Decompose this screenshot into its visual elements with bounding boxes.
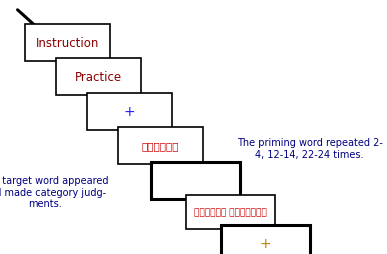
FancyBboxPatch shape [186, 195, 275, 229]
FancyBboxPatch shape [56, 59, 141, 96]
FancyBboxPatch shape [118, 128, 203, 165]
Text: Practice: Practice [75, 71, 122, 84]
FancyBboxPatch shape [25, 25, 110, 61]
Text: +: + [259, 236, 271, 249]
Text: Instruction: Instruction [36, 37, 99, 50]
Text: བེཅ་ཅན: བེཅ་ཅན [142, 141, 179, 151]
FancyBboxPatch shape [87, 93, 172, 130]
Text: The target word appeared
and made category judg-
ments.: The target word appeared and made catego… [0, 175, 108, 208]
FancyBboxPatch shape [151, 162, 240, 199]
Text: བེཅ་ཅན འདུག་ཅན: བེཅ་ཅན འདུག་ཅན [194, 208, 267, 217]
Text: +: + [124, 105, 135, 119]
FancyBboxPatch shape [221, 226, 310, 254]
Text: The priming word repeated 2-
4, 12-14, 22-24 times.: The priming word repeated 2- 4, 12-14, 2… [237, 138, 382, 159]
